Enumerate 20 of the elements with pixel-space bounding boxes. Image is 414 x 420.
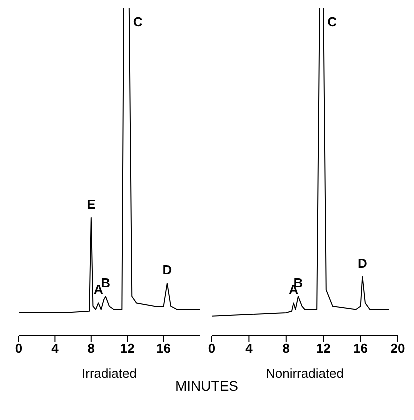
x-tick-label: 8 [282, 341, 290, 356]
text: MINUTES [176, 378, 238, 394]
annotation: C [133, 14, 144, 30]
x-axis-title: Irradiated [82, 366, 137, 381]
x-tick-label: 16 [156, 341, 172, 356]
annotation: B [101, 276, 111, 291]
x-axis-title: Nonirradiated [266, 366, 344, 381]
x-tick-label: 20 [390, 341, 406, 356]
x-tick-label: 16 [354, 341, 368, 356]
x-tick-label: 4 [246, 341, 254, 356]
x-tick-label: 8 [88, 341, 96, 356]
x-tick-label: 12 [316, 341, 331, 356]
x-tick-label: 0 [208, 341, 216, 356]
annotation: E [87, 196, 96, 212]
x-tick-label: 12 [120, 341, 135, 356]
annotation: D [358, 256, 368, 271]
annotation: C [328, 14, 338, 30]
x-tick-label: 0 [15, 341, 23, 356]
x-tick-label: 4 [52, 341, 60, 356]
annotation: D [162, 262, 172, 278]
